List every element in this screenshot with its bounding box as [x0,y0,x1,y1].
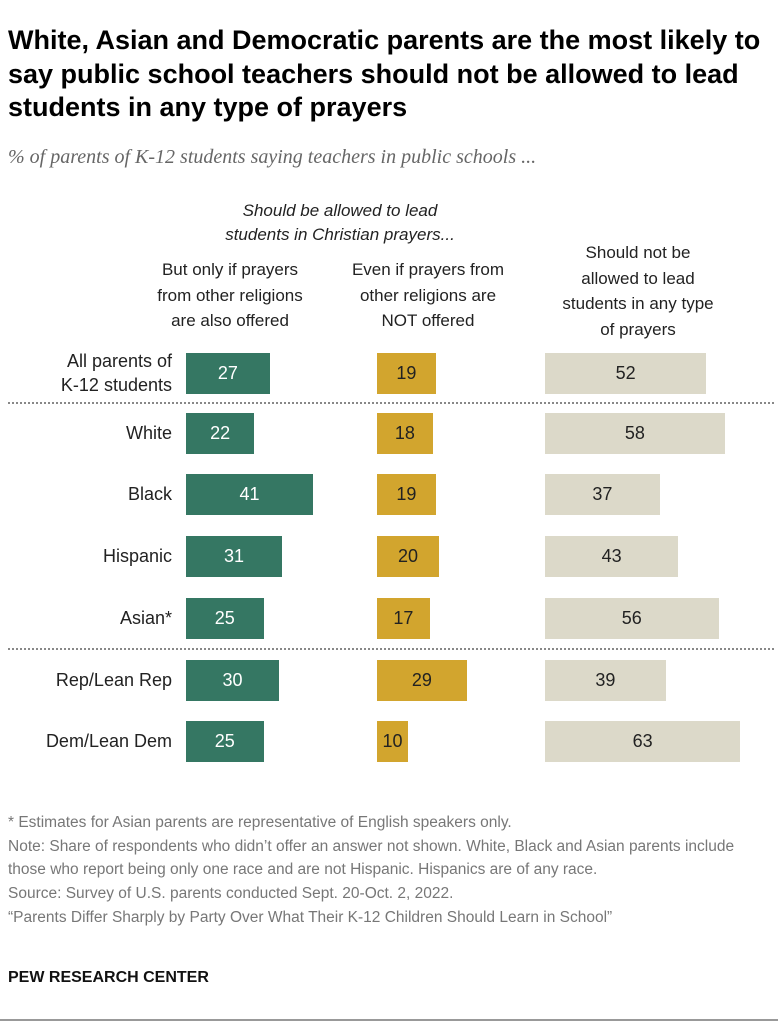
bar-series-1: 25 [186,721,264,762]
bar-series-3: 63 [545,721,741,762]
category-label: All parents of K-12 students [61,349,172,397]
footnote-report: “Parents Differ Sharply by Party Over Wh… [8,908,613,926]
data-label: 20 [397,546,419,566]
bar-series-3: 37 [545,474,660,515]
group-header-line: students in Christian prayers... [225,225,455,244]
category-label-line: Dem/Lean Dem [45,731,172,751]
bar-series-2: 18 [377,413,433,454]
data-label: 18 [394,423,415,443]
data-label: 63 [632,731,653,751]
group-header: Should be allowed to lead students in Ch… [190,199,490,247]
column-header-line: students in any type [562,294,714,313]
category-label: White [126,421,172,445]
column-header-2: Even if prayers from other religions are… [318,257,538,334]
bar-series-3: 58 [545,413,725,454]
bar-series-1: 22 [186,413,255,454]
data-label: 56 [621,608,642,628]
data-label: 29 [411,670,432,690]
category-label: Hispanic [103,544,172,568]
bar-series-1: 41 [186,474,314,515]
row-separator [8,648,774,650]
bar-series-3: 39 [545,660,666,701]
category-label-line: All parents of [66,351,172,371]
data-label: 58 [624,423,645,443]
data-label: 37 [592,484,613,504]
category-label-line: Hispanic [102,546,172,566]
row-separator [8,402,774,404]
data-label: 19 [396,363,417,383]
footnote-note: Note: Share of respondents who didn’t of… [8,837,735,879]
bar-series-2: 17 [377,598,430,639]
chart-title: White, Asian and Democratic parents are … [8,25,761,122]
category-label: Asian* [120,606,172,630]
bar-series-1: 30 [186,660,279,701]
bar-series-2: 10 [377,721,408,762]
category-label-line: White [125,423,172,443]
bar-series-1: 25 [186,598,264,639]
bar-series-1: 27 [186,353,270,394]
column-header-line: from other religions [157,285,303,305]
data-label: 22 [210,423,231,443]
data-label: 43 [601,546,622,566]
category-label: Rep/Lean Rep [56,668,172,692]
data-label: 27 [217,363,238,383]
bar-series-1: 31 [186,536,283,577]
column-header-line: allowed to lead [581,268,695,288]
bottom-rule [0,1019,778,1021]
category-label: Black [128,482,172,506]
category-label: Dem/Lean Dem [46,729,172,753]
data-label: 25 [214,608,235,628]
group-header-line: Should be allowed to lead [242,201,438,220]
data-label: 17 [393,608,414,628]
footnotes: * Estimates for Asian parents are repres… [8,811,768,930]
bar-series-3: 52 [545,353,707,394]
brand-logo: PEW RESEARCH CENTER [8,969,209,986]
data-label: 41 [239,484,260,504]
column-header-3: Should not be allowed to lead students i… [528,240,748,342]
footnote-source: Source: Survey of U.S. parents conducted… [8,885,454,903]
column-header-line: NOT offered [381,311,475,330]
column-header-line: Should not be [585,243,691,262]
column-header-line: of prayers [600,319,676,339]
column-header-line: But only if prayers [161,260,299,279]
data-label: 52 [615,363,636,383]
bar-series-3: 43 [545,536,679,577]
data-label: 31 [224,546,245,566]
bar-series-3: 56 [545,598,719,639]
data-label: 10 [382,731,403,751]
bar-series-2: 29 [377,660,467,701]
category-label-line: Asian* [119,608,172,628]
bar-series-2: 20 [377,536,439,577]
bar-series-2: 19 [377,353,436,394]
column-header-1: But only if prayers from other religions… [120,257,340,334]
data-label: 39 [595,670,616,690]
category-label-line: Rep/Lean Rep [55,670,172,690]
column-header-line: other religions are [359,285,497,305]
bar-series-2: 19 [377,474,436,515]
column-header-line: Even if prayers from [351,260,505,279]
data-label: 25 [214,731,235,751]
category-label-line: Black [127,484,172,504]
data-label: 19 [396,484,417,504]
category-label-line: K-12 students [60,375,172,395]
data-label: 30 [222,670,243,690]
chart-subtitle: % of parents of K-12 students saying tea… [8,146,537,168]
footnote-asian: * Estimates for Asian parents are repres… [8,814,512,831]
column-header-line: are also offered [171,311,289,330]
